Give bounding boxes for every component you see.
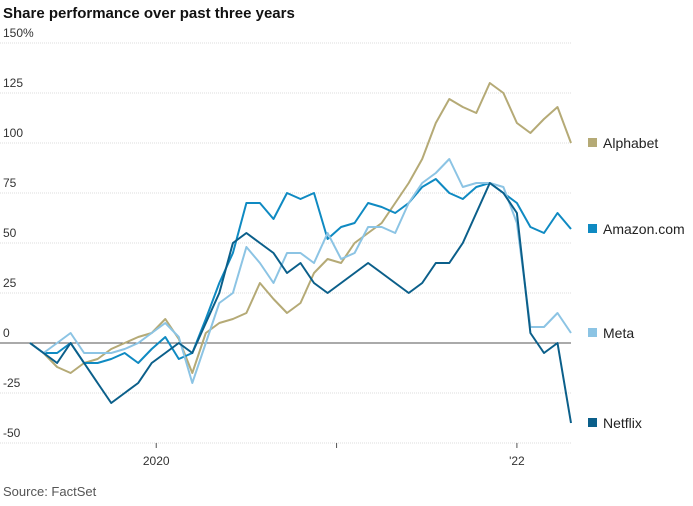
chart-title: Share performance over past three years	[3, 5, 295, 22]
series-line	[29, 182, 572, 424]
legend-swatch	[588, 328, 597, 337]
series-line	[29, 178, 572, 364]
series-line	[29, 158, 572, 384]
y-tick-label: -50	[3, 426, 21, 440]
legend-label: Meta	[603, 325, 634, 341]
y-tick-label: -25	[3, 376, 21, 390]
y-tick-label: 0	[3, 326, 10, 340]
x-tick-label: 2020	[143, 454, 170, 468]
y-tick-label: 75	[3, 176, 17, 190]
legend-swatch	[588, 418, 597, 427]
y-tick-label: 150%	[3, 26, 34, 40]
legend-label: Netflix	[603, 415, 642, 431]
y-tick-label: 125	[3, 76, 23, 90]
legend-swatch	[588, 138, 597, 147]
series-line	[29, 82, 572, 374]
y-tick-label: 50	[3, 226, 17, 240]
y-tick-label: 25	[3, 276, 17, 290]
legend-label: Amazon.com	[603, 221, 685, 237]
legend-label: Alphabet	[603, 135, 658, 151]
source: Source: FactSet	[3, 484, 97, 499]
y-tick-label: 100	[3, 126, 23, 140]
legend-swatch	[588, 224, 597, 233]
x-tick-label: '22	[509, 454, 525, 468]
